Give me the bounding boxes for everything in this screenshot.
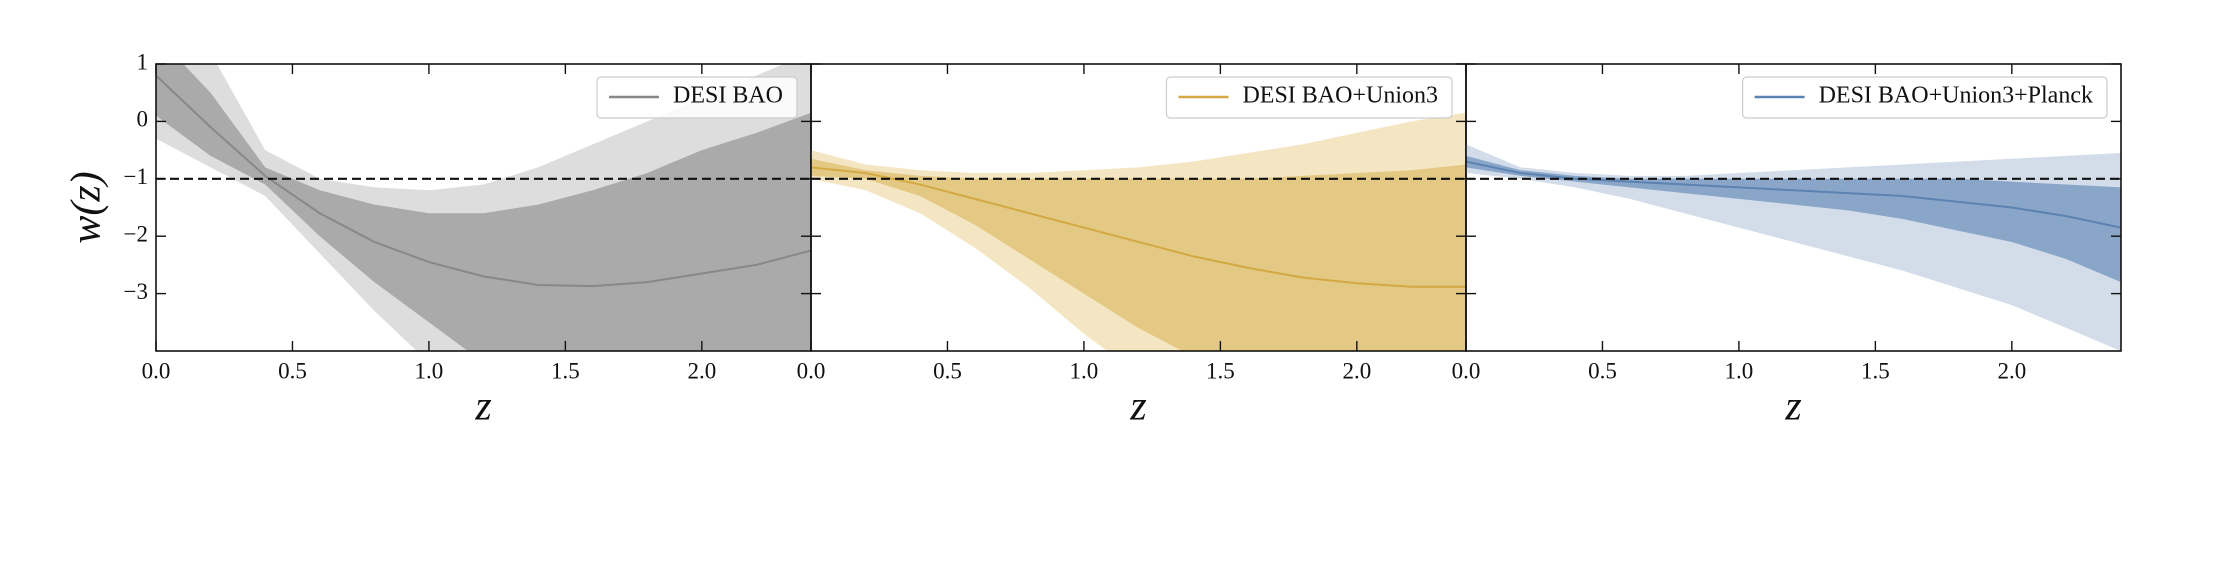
legend: DESI BAO+Union3+Planck [1741, 76, 2108, 119]
y-axis-label: w(z) [64, 171, 110, 243]
mean-line [156, 74, 811, 288]
confidence-band [1466, 155, 2121, 283]
x-tick-label: 1.5 [551, 358, 580, 383]
plot-area [1466, 144, 2121, 351]
x-tick-label: 1.0 [1070, 358, 1099, 383]
x-tick-label: 0.0 [797, 358, 826, 383]
confidence-band [156, 64, 811, 351]
x-axis-label: z [1784, 384, 1801, 430]
y-tick-label: −1 [124, 164, 148, 189]
axes-frame [1465, 63, 2122, 352]
y-tick-label: 1 [137, 49, 149, 74]
legend: DESI BAO+Union3 [1165, 76, 1453, 119]
plot-area [811, 112, 1466, 351]
plot-area [156, 64, 811, 351]
mean-line [811, 166, 1466, 288]
x-tick-label: 0.5 [278, 358, 307, 383]
x-axis-label: z [1129, 384, 1146, 430]
x-tick-label: 2.0 [687, 358, 716, 383]
x-tick-label: 0.0 [142, 358, 171, 383]
x-tick-label: 1.0 [415, 358, 444, 383]
legend: DESI BAO [596, 76, 798, 119]
x-tick-label: 2.0 [1997, 358, 2026, 383]
y-tick-label: 0 [137, 107, 149, 132]
x-axis-label: z [474, 384, 491, 430]
y-tick-label: −3 [124, 279, 148, 304]
x-tick-label: 1.0 [1725, 358, 1754, 383]
legend-box [596, 76, 798, 119]
y-tick-label: −2 [124, 221, 148, 246]
legend-box [1741, 76, 2108, 119]
x-tick-label: 1.5 [1206, 358, 1235, 383]
x-tick-label: 1.5 [1861, 358, 1890, 383]
x-tick-label: 0.0 [1452, 358, 1481, 383]
mean-line [1466, 160, 2121, 229]
x-tick-label: 0.5 [1588, 358, 1617, 383]
legend-box [1165, 76, 1453, 119]
x-tick-label: 0.5 [933, 358, 962, 383]
legend-label: DESI BAO [673, 83, 783, 109]
confidence-band [811, 158, 1466, 351]
legend-label: DESI BAO+Union3+Planck [1819, 83, 2093, 109]
legend-label: DESI BAO+Union3 [1242, 83, 1438, 109]
x-tick-label: 2.0 [1342, 358, 1371, 383]
